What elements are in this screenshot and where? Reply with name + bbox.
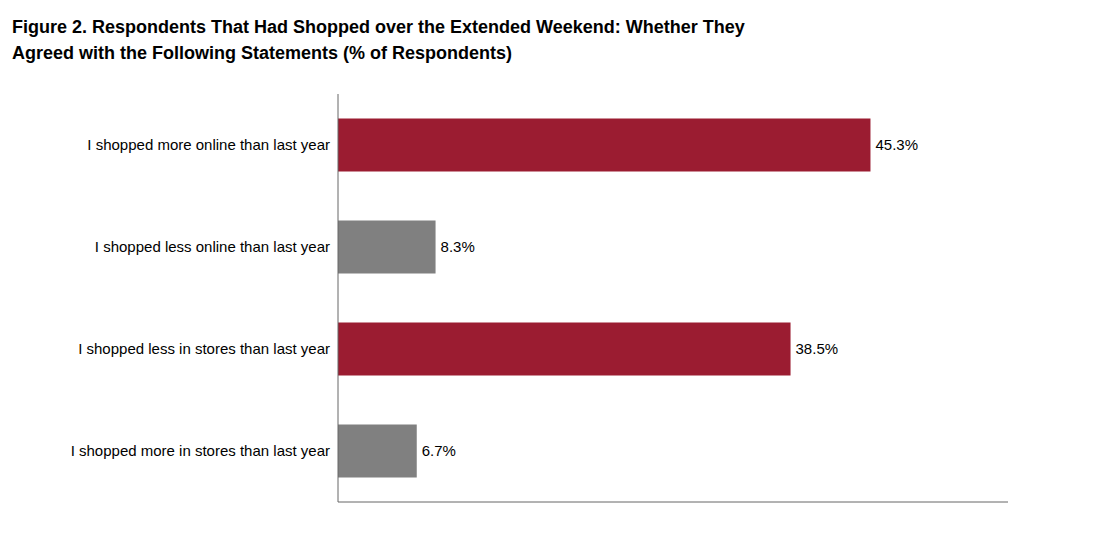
svg-text:I shopped more online than las: I shopped more online than last year [87,136,330,153]
svg-text:6.7%: 6.7% [422,442,456,459]
svg-text:I shopped less online than las: I shopped less online than last year [95,238,330,255]
html-text:Figure 2. Respondents That Had: Figure 2. Respondents That Had Shopped o… [12,17,745,37]
svg-text:I shopped less in stores than: I shopped less in stores than last year [78,340,330,357]
svg-text:8.3%: 8.3% [441,238,475,255]
svg-text:I shopped more in stores than: I shopped more in stores than last year [71,442,330,459]
svg-text:38.5%: 38.5% [796,340,839,357]
svg-text:45.3%: 45.3% [875,136,918,153]
html-text:Agreed with the Following Stat: Agreed with the Following Statements (% … [12,43,512,63]
